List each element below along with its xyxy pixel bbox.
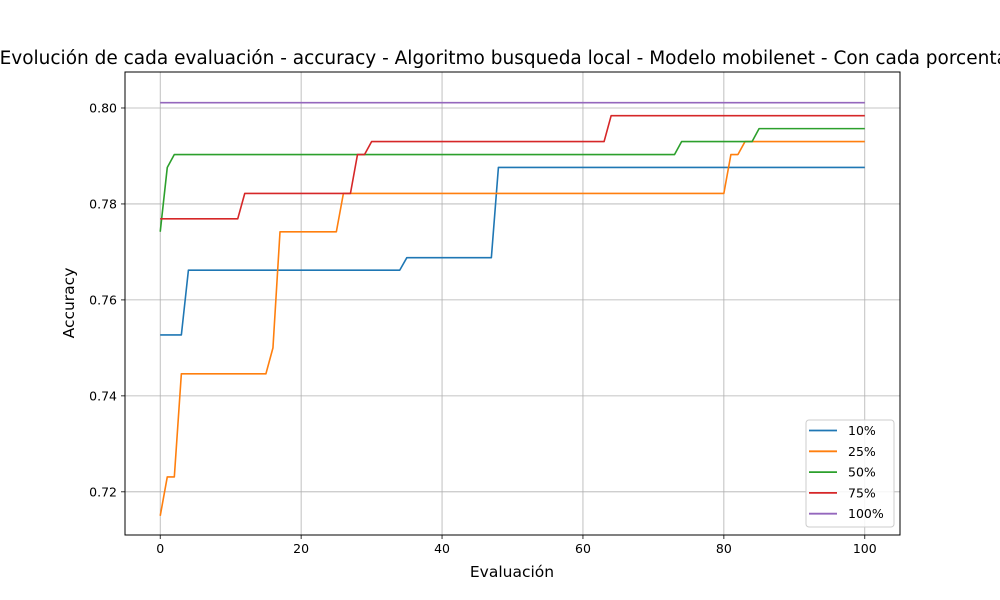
- legend-label: 100%: [848, 506, 884, 521]
- legend: 10% 25% 50% 75% 100%: [805, 419, 895, 528]
- y-tick-label: 0.76: [89, 292, 117, 307]
- x-tick-label: 80: [716, 541, 732, 556]
- x-tick-label: 0: [156, 541, 164, 556]
- x-tick-label: 60: [575, 541, 591, 556]
- y-tick-label: 0.80: [89, 100, 117, 115]
- legend-box: [805, 419, 895, 528]
- legend-label: 10%: [848, 423, 876, 438]
- series-line-10-pct: [160, 166, 865, 336]
- y-axis-label: Accuracy: [60, 268, 78, 339]
- y-tick-label: 0.72: [89, 484, 117, 499]
- series-line-75-pct: [160, 114, 865, 220]
- x-tick-label: 20: [293, 541, 309, 556]
- legend-label: 75%: [848, 485, 876, 500]
- y-tick-label: 0.78: [89, 196, 117, 211]
- plot-frame: [124, 71, 901, 536]
- legend-label: 50%: [848, 465, 876, 480]
- series-lines: [159, 101, 865, 516]
- x-tick-label: 40: [434, 541, 450, 556]
- x-tick-label: 100: [853, 541, 877, 556]
- legend-label: 25%: [848, 444, 876, 459]
- series-line-25-pct: [159, 140, 865, 516]
- y-tick-label: 0.74: [89, 388, 117, 403]
- x-axis-label: Evaluación: [470, 563, 554, 581]
- chart-title: Evolución de cada evaluación - accuracy …: [0, 48, 1000, 69]
- y-axis-ticks: 0.72 0.74 0.76 0.78 0.80: [89, 100, 125, 499]
- grid: [125, 72, 900, 535]
- x-axis-ticks: 0 20 40 60 80 100: [156, 535, 877, 556]
- series-line-50-pct: [159, 127, 865, 232]
